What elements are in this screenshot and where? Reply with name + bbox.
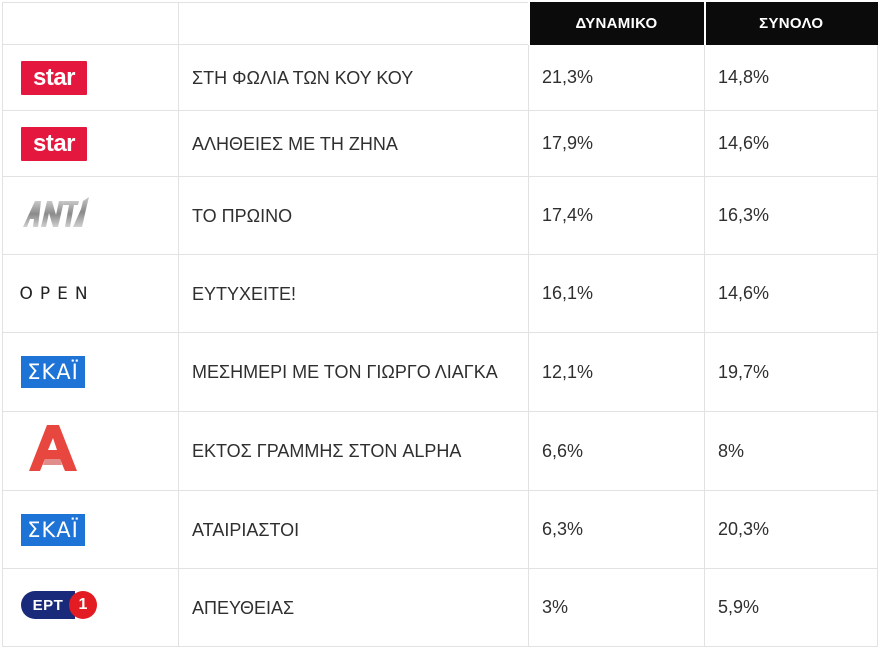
ant1-logo-icon [21, 195, 91, 231]
table-row: star ΣΤΗ ΦΩΛΙΑ ΤΩΝ ΚΟΥ ΚΟΥ 21,3% 14,8% [2, 44, 878, 111]
table-row: OPEN ΕΥΤΥΧΕΙΤΕ! 16,1% 14,6% [2, 254, 878, 333]
ert-logo-text: ΕΡΤ [21, 591, 75, 619]
total-value: 5,9% [704, 568, 878, 647]
channel-logo-cell: star [2, 44, 179, 111]
dynamic-value: 12,1% [528, 332, 705, 412]
show-title: ΑΠΕΥΘΕΙΑΣ [178, 568, 529, 647]
show-title: ΣΤΗ ΦΩΛΙΑ ΤΩΝ ΚΟΥ ΚΟΥ [178, 44, 529, 111]
table-row: ΣΚΑΪ ΜΕΣΗΜΕΡΙ ΜΕ ΤΟΝ ΓΙΩΡΓΟ ΛΙΑΓΚΑ 12,1%… [2, 332, 878, 412]
total-value: 14,6% [704, 110, 878, 177]
star-logo-icon: star [21, 60, 87, 95]
show-title: ΤΟ ΠΡΩΙΝΟ [178, 176, 529, 255]
header-dynamic: ΔΥΝΑΜΙΚΟ [527, 2, 705, 45]
ert-logo-number: 1 [69, 591, 97, 619]
ert1-logo-icon: ΕΡΤ 1 [21, 591, 97, 619]
table-row: star ΑΛΗΘΕΙΕΣ ΜΕ ΤΗ ΖΗΝΑ 17,9% 14,6% [2, 110, 878, 177]
total-value: 20,3% [704, 490, 878, 569]
show-title: ΑΤΑΙΡΙΑΣΤΟΙ [178, 490, 529, 569]
table-row: ΕΚΤΟΣ ΓΡΑΜΜΗΣ ΣΤΟΝ ALPHA 6,6% 8% [2, 411, 878, 491]
total-value: 16,3% [704, 176, 878, 255]
channel-logo-cell: OPEN [2, 254, 179, 333]
dynamic-value: 16,1% [528, 254, 705, 333]
star-logo-icon: star [21, 126, 87, 161]
dynamic-value: 17,4% [528, 176, 705, 255]
dynamic-value: 3% [528, 568, 705, 647]
show-title: ΜΕΣΗΜΕΡΙ ΜΕ ΤΟΝ ΓΙΩΡΓΟ ΛΙΑΓΚΑ [178, 332, 529, 412]
dynamic-value: 17,9% [528, 110, 705, 177]
skai-logo-icon: ΣΚΑΪ [21, 513, 85, 546]
total-value: 14,6% [704, 254, 878, 333]
channel-logo-cell [2, 176, 179, 255]
table-row: ΕΡΤ 1 ΑΠΕΥΘΕΙΑΣ 3% 5,9% [2, 568, 878, 647]
total-value: 14,8% [704, 44, 878, 111]
alpha-logo-icon [25, 421, 81, 477]
show-title: ΕΚΤΟΣ ΓΡΑΜΜΗΣ ΣΤΟΝ ALPHA [178, 411, 529, 491]
channel-logo-cell: ΣΚΑΪ [2, 332, 179, 412]
channel-logo-cell [2, 411, 179, 491]
skai-logo-icon: ΣΚΑΪ [21, 356, 85, 388]
show-title: ΑΛΗΘΕΙΕΣ ΜΕ ΤΗ ΖΗΝΑ [178, 110, 529, 177]
open-logo-icon: OPEN [19, 284, 95, 304]
table-row: ΤΟ ΠΡΩΙΝΟ 17,4% 16,3% [2, 176, 878, 255]
dynamic-value: 21,3% [528, 44, 705, 111]
header-total: ΣΥΝΟΛΟ [703, 2, 878, 45]
table-row: ΣΚΑΪ ΑΤΑΙΡΙΑΣΤΟΙ 6,3% 20,3% [2, 490, 878, 569]
header-blank-show [178, 2, 529, 45]
dynamic-value: 6,6% [528, 411, 705, 491]
header-blank-logo [2, 2, 179, 45]
channel-logo-cell: ΕΡΤ 1 [2, 568, 179, 647]
dynamic-value: 6,3% [528, 490, 705, 569]
total-value: 19,7% [704, 332, 878, 412]
show-title: ΕΥΤΥΧΕΙΤΕ! [178, 254, 529, 333]
header-row: ΔΥΝΑΜΙΚΟ ΣΥΝΟΛΟ [2, 2, 878, 45]
channel-logo-cell: ΣΚΑΪ [2, 490, 179, 569]
total-value: 8% [704, 411, 878, 491]
channel-logo-cell: star [2, 110, 179, 177]
